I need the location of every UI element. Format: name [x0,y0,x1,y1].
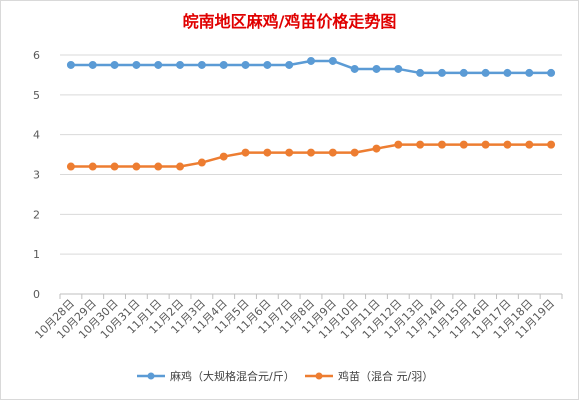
y-tick-label: 0 [33,288,40,301]
legend-layer: 麻鸡（大规格混合元/斤） 鸡苗（混合 元/羽） [137,369,433,383]
y-tick-label: 1 [33,248,40,261]
series-1-point [285,60,294,69]
series-1-point [132,60,141,69]
series-2-point [307,148,315,157]
series-1-point [66,60,75,69]
y-tick-label: 4 [33,129,40,142]
series-1-point [88,60,97,69]
series-1-point [241,60,250,69]
series-1-point [416,68,425,77]
series-2-point [176,162,185,171]
series-2-point [197,158,206,167]
series-2-point [132,162,141,171]
series-2-point [350,148,359,157]
series-2-point [547,140,556,149]
legend-label-2: 鸡苗（混合 元/羽） [338,369,433,383]
series-2-point [241,148,250,157]
legend-label-1: 麻鸡（大规格混合元/斤） [170,369,295,383]
series-1-point [459,68,468,77]
y-tick-label: 5 [33,89,40,102]
series-2-point [219,152,228,161]
series-2-point [66,162,75,171]
series-1-point [547,68,556,77]
y-tick-label: 6 [33,49,40,62]
series-1-point [154,60,163,69]
series-1-point [437,68,446,77]
series-1-point [350,64,359,73]
series-2-point [110,162,119,171]
series-layer [66,56,556,171]
series-2-point [88,162,97,171]
series-1-point [503,68,512,77]
series-1-point [481,68,490,77]
series-1-point [197,60,206,69]
series-2-point [481,140,490,149]
series-2-point [285,148,294,157]
series-1-point [110,60,119,69]
grid-layer [60,54,562,295]
series-1-point [307,56,315,65]
series-2-point [263,148,272,157]
series-1-point [525,68,534,77]
series-2-point [437,140,446,149]
series-1-point [372,64,381,73]
axis-layer: 012345610月28日10月29日10月30日10月31日11月1日11月2… [32,49,563,341]
legend-marker-2 [315,372,323,380]
series-1-point [328,56,337,65]
series-1-point [219,60,228,69]
series-1-point [394,64,403,73]
series-2-point [394,140,403,149]
series-2-point [328,148,337,157]
series-2-point [459,140,468,149]
series-2-point [503,140,512,149]
series-2-point [525,140,534,149]
legend-marker-1 [147,372,155,380]
series-1-point [176,60,185,69]
y-tick-label: 3 [33,169,40,182]
y-tick-label: 2 [33,208,40,221]
series-2-point [372,144,381,153]
series-2-point [154,162,163,171]
series-2-point [416,140,425,149]
chart-title: 皖南地区麻鸡/鸡苗价格走势图 [182,12,397,31]
series-1-point [263,60,272,69]
